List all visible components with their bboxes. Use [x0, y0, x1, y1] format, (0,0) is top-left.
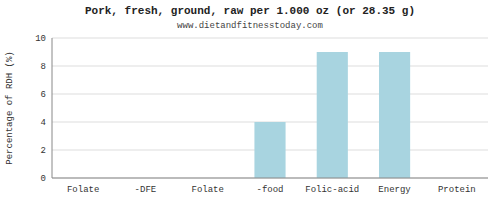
- title: Pork, fresh, ground, raw per 1.000 oz (o…: [85, 5, 415, 17]
- bar: [379, 52, 410, 178]
- x-tick-label: -DFE: [135, 185, 157, 195]
- y-axis-line: [52, 38, 53, 178]
- grid-line: [52, 66, 488, 67]
- chart: Pork, fresh, ground, raw per 1.000 oz (o…: [0, 0, 500, 200]
- grid-line: [52, 38, 488, 39]
- y-tick-label: 0: [41, 174, 46, 184]
- grid-line: [52, 94, 488, 95]
- x-tick-label: Folic-acid: [305, 185, 359, 195]
- y-axis: 0 2 4 6 8 10: [35, 34, 488, 184]
- y-tick-label: 10: [35, 34, 46, 44]
- y-tick-label: 4: [41, 118, 46, 128]
- x-tick-label: Folate: [192, 185, 224, 195]
- x-tick-label: Protein: [438, 185, 476, 195]
- x-tick-label: Folate: [67, 185, 99, 195]
- bars: [254, 52, 410, 178]
- x-axis-line: [52, 178, 488, 179]
- y-tick-label: 8: [41, 62, 46, 72]
- grid-line: [52, 178, 488, 179]
- y-tick-label: 6: [41, 90, 46, 100]
- x-tick-label: Energy: [378, 185, 411, 195]
- x-tick-label: -food: [256, 185, 283, 195]
- x-axis: Folate -DFE Folate -food Folic-acid Energy Pro…: [67, 185, 476, 195]
- bar: [254, 122, 285, 178]
- subtitle: www.dietandfitnesstoday.com: [177, 21, 323, 31]
- y-axis-label: Percentage of RDH (%): [5, 51, 15, 164]
- y-tick-label: 2: [41, 146, 46, 156]
- bar: [317, 52, 348, 178]
